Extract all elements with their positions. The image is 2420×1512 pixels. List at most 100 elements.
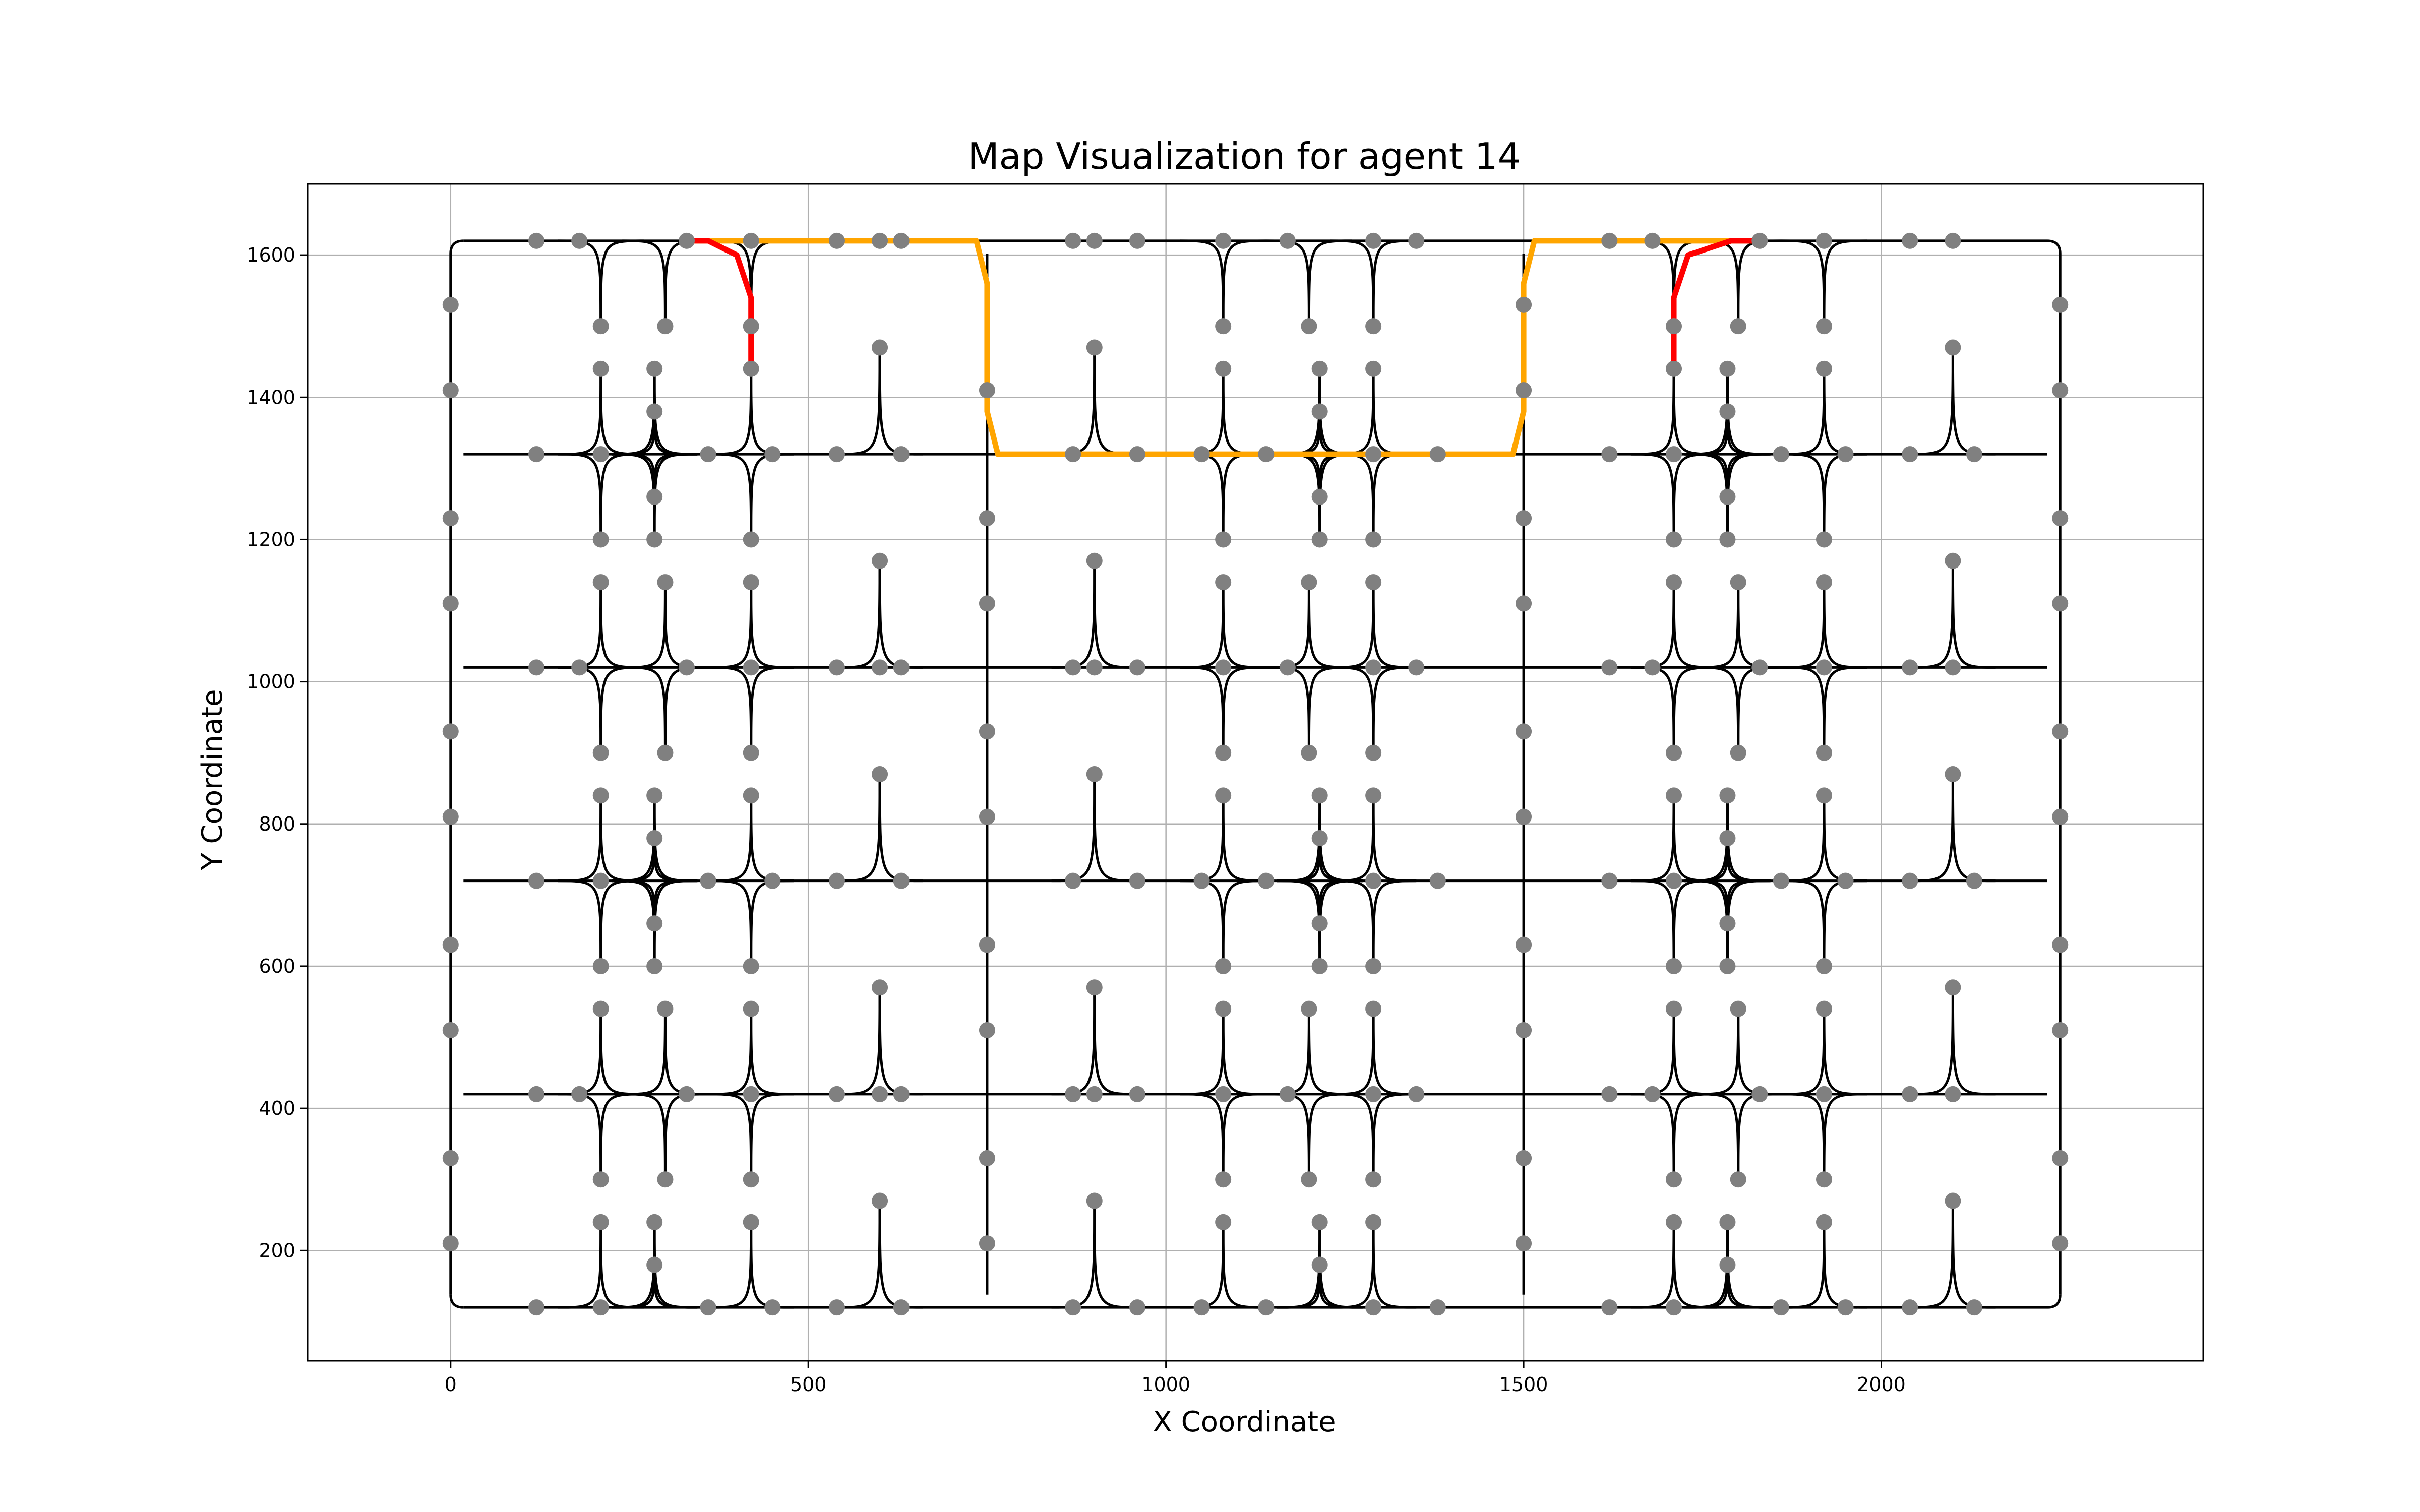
road-spur <box>1222 1093 1266 1180</box>
node-point <box>1311 915 1328 932</box>
node-point <box>1816 574 1832 591</box>
path-segment-orange <box>684 238 1763 457</box>
node-point <box>1301 318 1317 335</box>
node-point <box>1365 1214 1382 1230</box>
node-point <box>1719 1214 1736 1230</box>
node-point <box>1408 659 1425 676</box>
node-point <box>1945 232 1961 249</box>
road-spur <box>1222 879 1266 966</box>
node-point <box>528 1299 545 1316</box>
node-point <box>1365 232 1382 249</box>
node-point <box>1516 1022 1532 1038</box>
node-point <box>1666 787 1682 804</box>
node-markers <box>442 232 2069 1316</box>
node-point <box>1301 744 1317 761</box>
road-spur <box>1093 560 1137 669</box>
node-point <box>1065 659 1081 676</box>
node-point <box>1666 744 1682 761</box>
node-point <box>1719 403 1736 420</box>
node-point <box>979 510 995 527</box>
node-point <box>1730 318 1746 335</box>
node-point <box>1311 403 1328 420</box>
node-point <box>1301 574 1317 591</box>
node-point <box>1902 232 1918 249</box>
node-point <box>764 872 781 889</box>
node-point <box>1311 531 1328 548</box>
node-point <box>1902 1299 1918 1316</box>
node-point <box>528 232 545 249</box>
node-point <box>743 574 759 591</box>
node-point <box>1516 510 1532 527</box>
node-point <box>979 1235 995 1252</box>
node-point <box>442 595 459 612</box>
node-point <box>1966 1299 1982 1316</box>
node-point <box>1816 1171 1832 1188</box>
node-point <box>1086 232 1103 249</box>
node-point <box>1751 1086 1768 1102</box>
node-point <box>1816 744 1832 761</box>
node-point <box>1666 531 1682 548</box>
node-point <box>979 936 995 953</box>
node-point <box>979 382 995 399</box>
node-point <box>1719 787 1736 804</box>
node-point <box>1837 1299 1854 1316</box>
node-point <box>1666 958 1682 974</box>
node-point <box>1365 531 1382 548</box>
node-point <box>442 296 459 313</box>
node-point <box>2052 808 2069 825</box>
node-point <box>743 1171 759 1188</box>
node-point <box>1215 1086 1232 1102</box>
node-point <box>592 574 609 591</box>
node-point <box>893 872 910 889</box>
node-point <box>592 318 609 335</box>
node-point <box>2052 936 2069 953</box>
node-point <box>743 958 759 974</box>
node-point <box>1215 318 1232 335</box>
road-spur <box>1372 1222 1417 1309</box>
node-point <box>1215 958 1232 974</box>
node-point <box>1065 1086 1081 1102</box>
node-point <box>571 659 588 676</box>
node-point <box>528 872 545 889</box>
node-point <box>700 446 716 463</box>
node-point <box>1311 360 1328 377</box>
node-point <box>1086 339 1103 356</box>
node-point <box>1837 872 1854 889</box>
node-point <box>1730 574 1746 591</box>
node-point <box>1666 574 1682 591</box>
node-point <box>646 958 663 974</box>
node-point <box>1816 787 1832 804</box>
node-point <box>1719 1256 1736 1273</box>
node-point <box>1666 1171 1682 1188</box>
node-point <box>1516 595 1532 612</box>
node-point <box>1666 318 1682 335</box>
node-point <box>1429 1299 1446 1316</box>
node-point <box>1751 232 1768 249</box>
y-tick-label: 1600 <box>247 244 295 266</box>
node-point <box>1408 232 1425 249</box>
node-point <box>1193 446 1210 463</box>
node-point <box>528 446 545 463</box>
road-spur <box>1823 1093 1867 1180</box>
node-point <box>1666 360 1682 377</box>
node-point <box>657 1000 674 1017</box>
node-point <box>1215 1214 1232 1230</box>
node-point <box>1311 488 1328 505</box>
node-point <box>872 979 888 996</box>
node-point <box>1429 872 1446 889</box>
node-point <box>872 339 888 356</box>
node-point <box>828 446 845 463</box>
node-point <box>1129 1086 1145 1102</box>
plot-frame <box>307 183 2204 1362</box>
road-spur <box>653 453 698 540</box>
node-point <box>1258 446 1275 463</box>
node-point <box>979 1150 995 1166</box>
node-point <box>442 510 459 527</box>
node-point <box>442 936 459 953</box>
node-point <box>1730 1000 1746 1017</box>
node-point <box>1816 1000 1832 1017</box>
road-corner <box>449 239 464 254</box>
node-point <box>1945 979 1961 996</box>
node-point <box>1258 1299 1275 1316</box>
